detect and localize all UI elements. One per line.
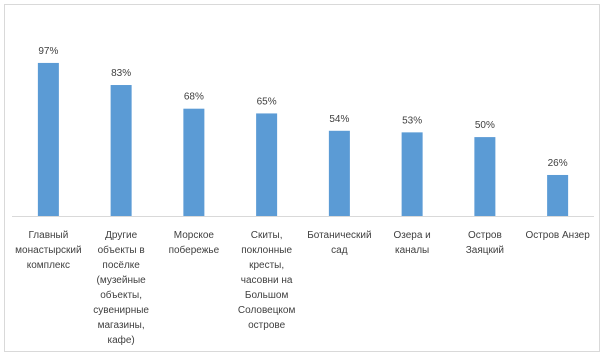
category-label-line: Большом <box>245 290 289 301</box>
category-label-line: Заяцкий <box>466 245 504 256</box>
category-label-8: Остров Анзер <box>525 230 590 241</box>
data-label-3: 68% <box>184 92 204 103</box>
data-label-2: 83% <box>111 68 131 79</box>
bar-8 <box>547 174 569 216</box>
bar-3 <box>183 108 205 216</box>
data-label-1: 97% <box>38 46 58 57</box>
bar-7 <box>474 137 496 216</box>
category-label-line: (музейные <box>97 275 147 286</box>
bar-5 <box>328 130 350 216</box>
category-label-line: кресты, <box>249 260 284 271</box>
category-label-4: Скиты, поклонные кресты, часовни на Большом С… <box>238 230 296 331</box>
data-label-6: 53% <box>402 115 422 126</box>
category-label-line: поклонные <box>241 245 292 256</box>
bar-2 <box>110 85 132 216</box>
category-label-line: Морское <box>174 230 215 241</box>
category-label-line: сад <box>331 245 348 256</box>
category-label-line: магазины, <box>98 320 145 331</box>
category-label-line: комплекс <box>27 260 70 271</box>
category-label-3: Морское побережье <box>169 230 220 256</box>
category-labels: Главный монастырский комплекс Другие объекты… <box>15 230 590 346</box>
category-label-line: Скиты, <box>251 230 283 241</box>
category-label-line: Озера и <box>393 230 430 241</box>
data-label-5: 54% <box>329 114 349 125</box>
category-label-line: сувенирные <box>93 305 149 316</box>
category-label-line: Остров Анзер <box>525 230 590 241</box>
category-label-line: каналы <box>395 245 429 256</box>
category-label-line: Остров <box>468 230 502 241</box>
category-label-line: острове <box>248 320 285 331</box>
category-label-5: Ботанический сад <box>307 230 371 256</box>
bar-4 <box>256 113 278 216</box>
bar-6 <box>401 132 423 216</box>
category-label-1: Главный монастырский комплекс <box>15 230 81 271</box>
category-label-6: Озера и каналы <box>393 230 430 256</box>
category-label-line: кафе) <box>107 334 134 346</box>
category-label-line: побережье <box>169 244 220 256</box>
category-label-line: часовни на <box>241 275 293 286</box>
chart-frame <box>4 4 600 352</box>
data-label-8: 26% <box>548 158 568 169</box>
category-label-line: посёлке <box>102 260 140 271</box>
bar-series <box>37 62 569 217</box>
data-labels: 97% 83% 68% 65% 54% 53% 50% 26% <box>38 46 567 169</box>
category-label-line: Другие <box>105 230 137 241</box>
category-label-line: объекты в <box>98 244 145 256</box>
category-label-line: объекты, <box>100 289 142 301</box>
data-label-7: 50% <box>475 120 495 131</box>
bar-1 <box>37 62 59 217</box>
category-label-7: Остров Заяцкий <box>466 230 504 256</box>
category-label-2: Другие объекты в посёлке (музейные объекты, с… <box>93 230 149 346</box>
category-label-line: Соловецком <box>238 305 296 316</box>
category-label-line: Главный <box>28 230 68 241</box>
data-label-4: 65% <box>257 96 277 107</box>
category-label-line: Ботанический <box>307 230 371 241</box>
category-label-line: монастырский <box>15 245 81 256</box>
